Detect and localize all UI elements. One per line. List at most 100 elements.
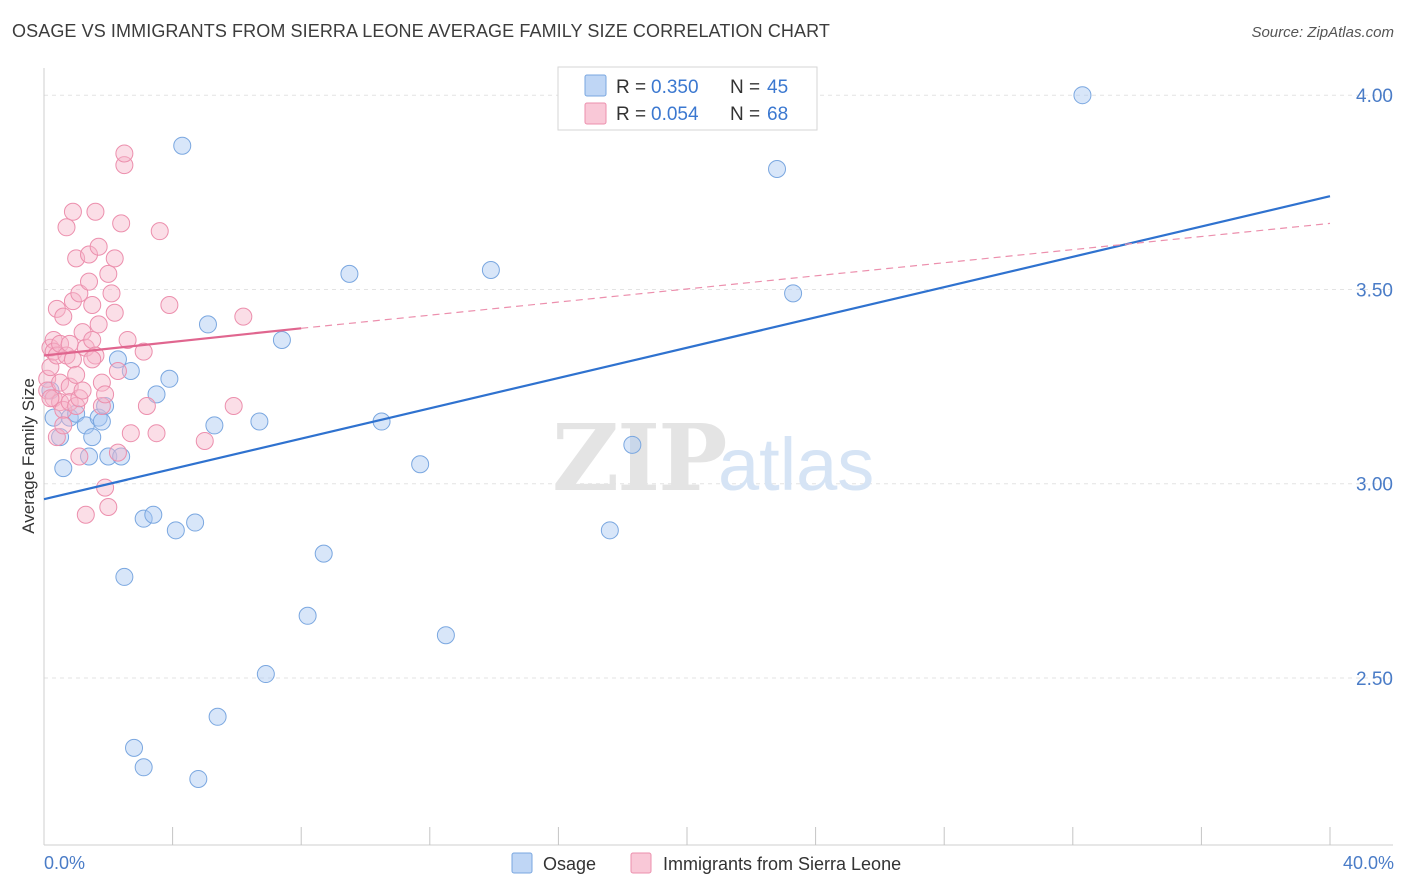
y-tick-labels: 2.50 3.00 3.50 4.00 (1356, 86, 1393, 690)
osage-point (144, 505, 163, 524)
legend-r-value-sierra-leone: 0.054 (651, 104, 699, 125)
y-tick-label: 3.00 (1356, 475, 1393, 496)
sierra-leone-point (70, 447, 89, 466)
osage-point (256, 665, 275, 684)
osage-point (160, 369, 179, 388)
watermark-atlas: atlas (718, 423, 874, 506)
osage-point (147, 385, 166, 404)
osage-point (481, 261, 500, 280)
sierra-leone-point (102, 284, 121, 303)
osage-point (134, 758, 153, 777)
osage-point (623, 435, 642, 454)
legend-n-value-sierra-leone: 68 (767, 104, 788, 125)
y-tick-label: 3.50 (1356, 280, 1393, 301)
legend-r-value-osage: 0.350 (651, 77, 699, 98)
x-tick-label-max: 40.0% (1343, 853, 1394, 873)
sierra-leone-point (54, 416, 73, 435)
sierra-leone-point (83, 350, 102, 369)
osage-point (272, 330, 291, 349)
osage-point (768, 160, 787, 179)
sierra-leone-point (89, 237, 108, 256)
sierra-leone-point (108, 443, 127, 462)
osage-point (250, 412, 269, 431)
sierra-leone-point (105, 249, 124, 268)
osage-point (189, 769, 208, 788)
sierra-leone-point (76, 505, 95, 524)
sierra-leone-point (115, 144, 134, 163)
legend-swatch-osage (584, 74, 607, 97)
osage-point (186, 513, 205, 532)
legend-n-label: N = (730, 104, 760, 125)
osage-point (134, 509, 153, 528)
sierra-leone-point (99, 498, 118, 517)
osage-point (340, 264, 359, 283)
sierra-leone-point (80, 245, 99, 264)
osage-point (1073, 86, 1092, 105)
data-points (38, 86, 1092, 788)
sierra-leone-point (41, 389, 60, 408)
sierra-leone-point (147, 424, 166, 443)
sierra-leone-point (57, 218, 76, 237)
x-tick-label-min: 0.0% (44, 853, 85, 873)
osage-point (208, 707, 227, 726)
sierra-leone-point (70, 284, 89, 303)
series-label-osage: Osage (543, 854, 596, 874)
osage-point (115, 567, 134, 586)
sierra-leone-trend-line (43, 327, 302, 357)
y-tick-label: 2.50 (1356, 669, 1393, 690)
sierra-leone-point (86, 202, 105, 221)
sierra-leone-point (92, 396, 111, 415)
legend-n-value-osage: 45 (767, 77, 788, 98)
osage-point (784, 284, 803, 303)
sierra-leone-point (112, 214, 131, 233)
sierra-leone-point (51, 373, 70, 392)
sierra-leone-point (54, 307, 73, 326)
osage-point (600, 521, 619, 540)
legend: R = 0.350 N = 45 R = 0.054 N = 68 (557, 66, 818, 131)
sierra-leone-point (63, 350, 82, 369)
osage-point (99, 447, 118, 466)
sierra-leone-point (80, 272, 99, 291)
sierra-leone-point (99, 264, 118, 283)
sierra-leone-point (150, 222, 169, 241)
osage-point (436, 626, 455, 645)
sierra-leone-point (118, 330, 137, 349)
watermark-zip: ZIP (552, 404, 725, 512)
osage-point (92, 412, 111, 431)
osage-point (205, 416, 224, 435)
sierra-leone-point (47, 428, 66, 447)
osage-point (166, 521, 185, 540)
osage-point (80, 447, 99, 466)
sierra-leone-point (96, 478, 115, 497)
sierra-leone-point (96, 385, 115, 404)
source-label: Source: ZipAtlas.com (1251, 24, 1394, 41)
legend-r-label: R = (616, 77, 646, 98)
sierra-leone-point (67, 365, 86, 384)
sierra-leone-point (224, 396, 243, 415)
osage-trend-line (43, 195, 1331, 501)
y-tick-label: 4.00 (1356, 86, 1393, 107)
sierra-leone-point (51, 334, 70, 353)
sierra-leone-point (83, 330, 102, 349)
sierra-leone-point (105, 303, 124, 322)
sierra-leone-point (234, 307, 253, 326)
sierra-leone-point (195, 431, 214, 450)
sierra-leone-point (63, 202, 82, 221)
sierra-leone-point (108, 362, 127, 381)
sierra-leone-point (121, 424, 140, 443)
sierra-leone-point (83, 295, 102, 314)
series-swatch-sierra-leone (630, 852, 652, 874)
osage-point (44, 408, 63, 427)
osage-point (173, 136, 192, 155)
osage-point (298, 606, 317, 625)
osage-point (121, 362, 140, 381)
axes (43, 68, 1393, 846)
sierra-leone-point (137, 396, 156, 415)
osage-point (314, 544, 333, 563)
sierra-leone-point (89, 315, 108, 334)
series-swatch-osage (511, 852, 533, 874)
sierra-leone-point (92, 373, 111, 392)
sierra-leone-trend-extension (301, 222, 1331, 329)
series-label-sierra-leone: Immigrants from Sierra Leone (663, 854, 901, 874)
osage-point (411, 455, 430, 474)
